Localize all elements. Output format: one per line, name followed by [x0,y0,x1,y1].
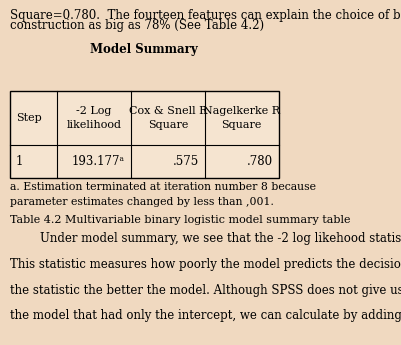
Text: .780: .780 [247,155,273,168]
Text: the statistic the better the model. Although SPSS does not give us the statistic: the statistic the better the model. Alth… [10,284,401,297]
Text: Step: Step [16,113,42,123]
Bar [10,91,279,178]
Text: Nagelkerke R
Square: Nagelkerke R Square [203,106,280,130]
Text: Table 4.2 Multivariable binary logistic model summary table: Table 4.2 Multivariable binary logistic … [10,215,350,225]
Text: 1: 1 [16,155,23,168]
Text: Under model summary, we see that the -2 log likehood statistic is 193.177.: Under model summary, we see that the -2 … [10,232,401,245]
Text: .575: .575 [172,155,199,168]
Text: the model that had only the intercept, we can calculate by adding the -2 log: the model that had only the intercept, w… [10,309,401,323]
Text: This statistic measures how poorly the model predicts the decisions -- the small: This statistic measures how poorly the m… [10,258,401,271]
Text: a. Estimation terminated at iteration number 8 because: a. Estimation terminated at iteration nu… [10,182,316,192]
Text: Cox & Snell R
Square: Cox & Snell R Square [129,106,207,130]
Text: construction as big as 78% (See Table 4.2): construction as big as 78% (See Table 4.… [10,19,264,32]
Text: 193.177ᵃ: 193.177ᵃ [72,155,125,168]
Text: -2 Log
likelihood: -2 Log likelihood [67,106,122,130]
Text: Square=0.780.  The fourteen features can explain the choice of benefactive: Square=0.780. The fourteen features can … [10,9,401,22]
Text: Model Summary: Model Summary [91,43,198,56]
Bar [10,91,279,178]
Text: parameter estimates changed by less than ,001.: parameter estimates changed by less than… [10,197,274,207]
